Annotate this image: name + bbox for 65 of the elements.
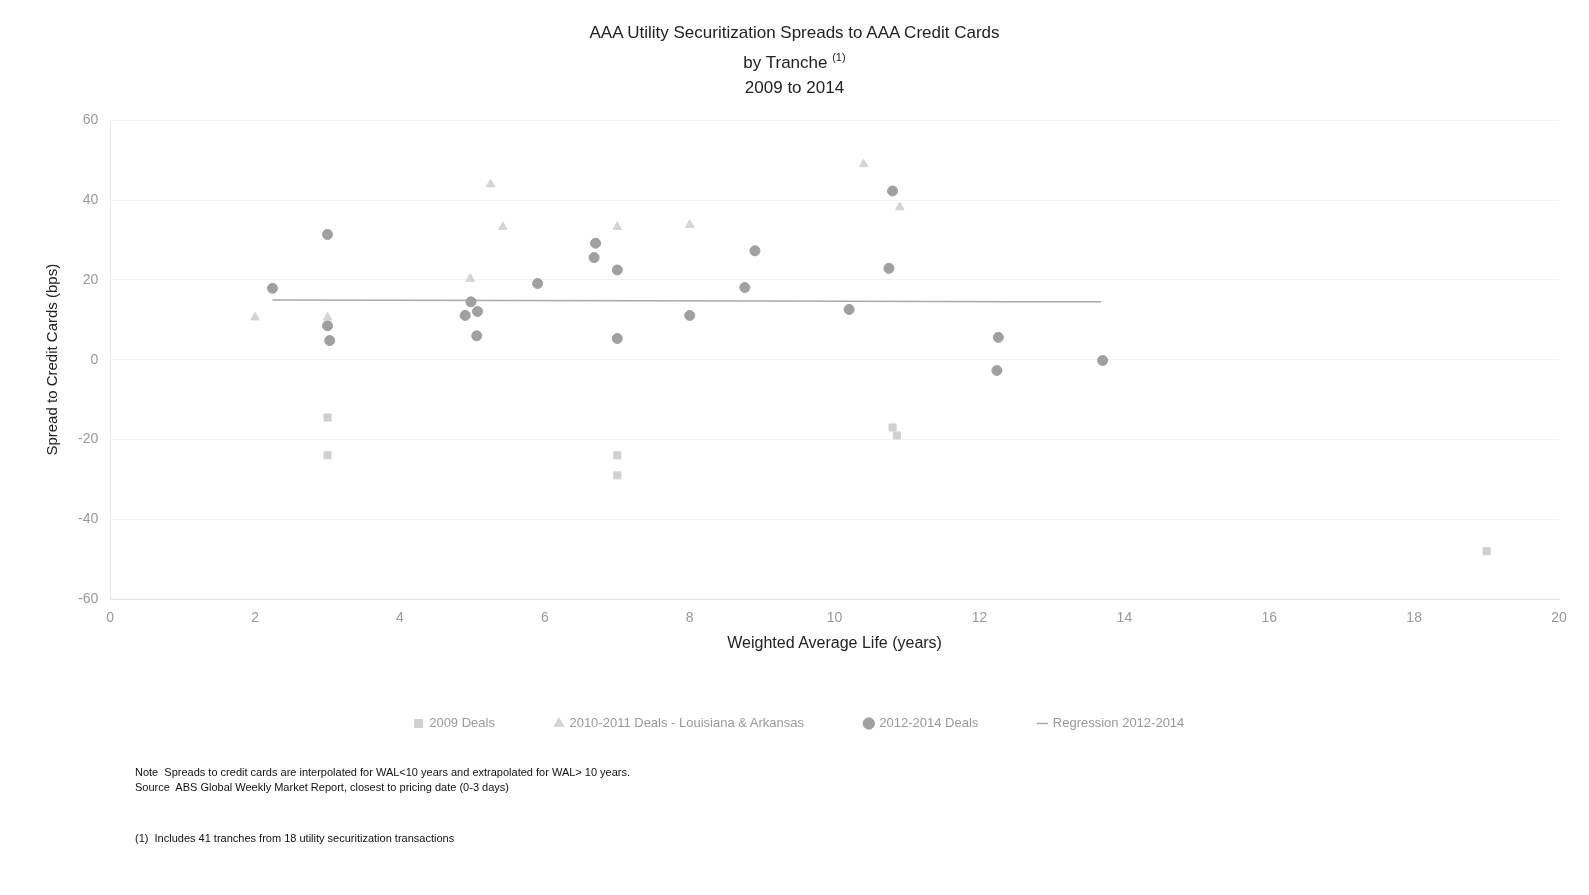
y-tick-label: 0: [90, 350, 99, 367]
y-tick-label: -60: [78, 589, 99, 606]
chart-title: AAA Utility Securitization Spreads to AAA Credit Cards by Tranche $^{(1)}$ 2009 to 2014: [589, 23, 1000, 97]
point: [887, 185, 899, 197]
x-tick-label: 0: [106, 609, 115, 626]
point: [590, 237, 602, 249]
point: [250, 311, 260, 321]
legend-label: 2012-2014 Deals: [879, 715, 979, 731]
point: [459, 309, 471, 321]
point: [1097, 355, 1109, 366]
x-tick-label: 18: [1406, 609, 1423, 626]
x-axis-title: Weighted Average Life (years): [727, 633, 942, 651]
x-tick-label: 20: [1551, 609, 1567, 626]
point: [613, 471, 622, 480]
point: [471, 330, 483, 342]
x-tick-label: 8: [685, 609, 694, 626]
point: [992, 331, 1004, 343]
point: [613, 451, 622, 460]
point: [883, 262, 895, 274]
point: [322, 320, 334, 332]
y-tick-label: 20: [82, 270, 99, 287]
point: [472, 305, 483, 317]
point: [991, 364, 1003, 376]
point: [498, 221, 508, 230]
point: [739, 282, 751, 294]
legend-label: 2010-2011 Deals - Louisiana & Arkansas: [569, 715, 805, 731]
point: [1482, 547, 1491, 556]
point: [532, 278, 544, 290]
text: (1) Includes 41 tranches from 18 utility securitization transactions: [135, 831, 456, 846]
point: [612, 221, 623, 230]
x-tick-label: 4: [396, 609, 405, 626]
point: [684, 219, 695, 228]
point: [465, 273, 476, 282]
y-tick-label: 40: [82, 191, 99, 208]
point: [322, 228, 334, 240]
point: [888, 423, 897, 432]
point: [843, 303, 855, 315]
legend-label: 2009 Deals: [429, 715, 496, 731]
x-tick-label: 16: [1261, 609, 1278, 626]
point: [485, 178, 496, 188]
point: [684, 309, 696, 321]
y-tick-label: -40: [78, 510, 99, 527]
text: Note Spreads to credit cards are interpolated for WAL<10 years and extrapolated for WAL> 10 years. Source ABS Global Weekly Market Report, closest to pricing date (0-3 days): [135, 765, 631, 795]
y-tick-label: -20: [78, 430, 99, 447]
x-tick-label: 2: [251, 609, 260, 626]
point: [892, 431, 901, 440]
x-tick-label: 12: [971, 609, 988, 626]
legend-label: Regression 2012-2014: [1052, 715, 1185, 731]
point: [323, 413, 332, 422]
y-tick-label: 60: [82, 111, 99, 128]
point: [894, 201, 905, 211]
x-tick-label: 6: [540, 609, 549, 626]
x-tick-label: 10: [826, 609, 843, 626]
point: [749, 245, 761, 257]
point: [322, 311, 333, 321]
point: [588, 252, 600, 264]
point: [611, 264, 623, 276]
point: [465, 296, 477, 308]
point: [858, 158, 869, 168]
point: [267, 282, 278, 294]
point: [324, 335, 336, 347]
point: [323, 451, 332, 460]
y-axis-title: Spread to Credit Cards (bps): [43, 263, 61, 456]
point: [611, 333, 623, 345]
x-tick-label: 14: [1116, 609, 1133, 626]
